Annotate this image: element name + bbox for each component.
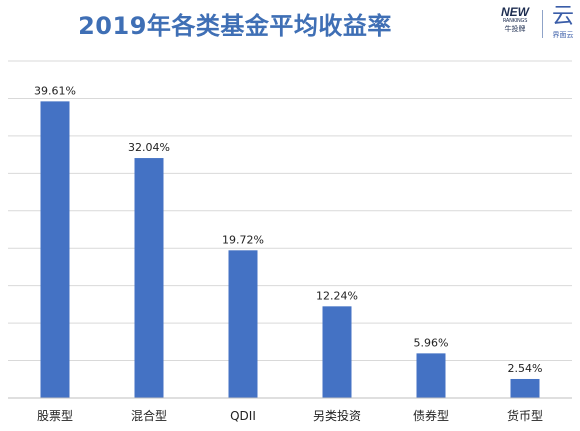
- bar-0: [40, 101, 70, 398]
- bar-5: [510, 378, 540, 398]
- bar-1: [134, 158, 164, 398]
- data-label-4: 5.96%: [414, 336, 449, 349]
- category-label-1: 混合型: [131, 408, 167, 423]
- jiemian-yun-logo: 云 界面云: [546, 4, 580, 40]
- yun-logo-glyph: 云: [551, 4, 574, 29]
- gridlines: [8, 60, 572, 362]
- yun-logo-chinese: 界面云: [552, 31, 574, 39]
- new-logo-chinese: 牛投牌: [504, 25, 526, 33]
- logo-area: NEW RANKINGS 牛投牌 云 界面云: [495, 4, 580, 48]
- data-label-5: 2.54%: [508, 362, 543, 375]
- new-logo-word: NEW: [501, 5, 529, 19]
- new-rankings-logo: NEW RANKINGS 牛投牌: [495, 6, 535, 34]
- data-label-0: 39.61%: [34, 84, 76, 97]
- logo-divider: [542, 10, 543, 38]
- category-label-5: 货币型: [507, 408, 543, 423]
- data-label-2: 19.72%: [222, 233, 264, 246]
- category-label-2: QDII: [230, 409, 256, 423]
- category-labels: 股票型 混合型 QDII 另类投资 债券型 货币型: [37, 408, 543, 423]
- chart-title: 2019年各类基金平均收益率: [78, 12, 392, 40]
- data-label-1: 32.04%: [128, 141, 170, 154]
- new-logo-subtext: RANKINGS: [502, 18, 528, 24]
- bar-2: [228, 250, 258, 398]
- data-labels: 39.61% 32.04% 19.72% 12.24% 5.96% 2.54%: [34, 84, 542, 375]
- data-label-3: 12.24%: [316, 289, 358, 302]
- category-label-3: 另类投资: [313, 408, 361, 423]
- category-label-4: 债券型: [413, 408, 449, 423]
- bar-3: [322, 306, 352, 398]
- bars: [40, 101, 540, 398]
- category-label-0: 股票型: [37, 409, 73, 423]
- bar-4: [416, 353, 446, 398]
